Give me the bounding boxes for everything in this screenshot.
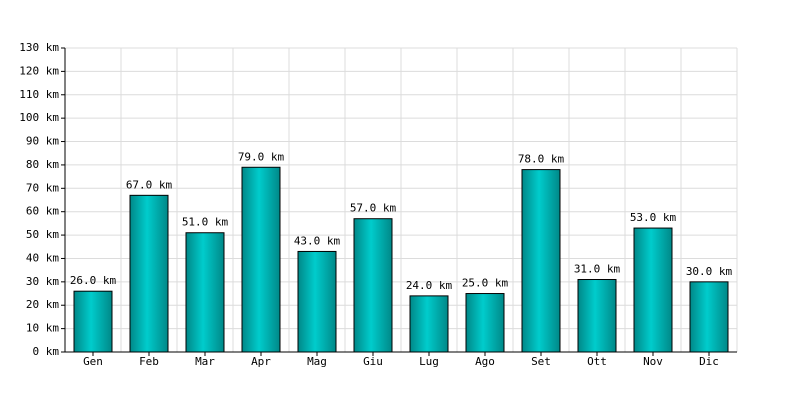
value-label: 26.0 km [70, 274, 117, 287]
y-tick-label: 40 km [26, 251, 59, 264]
y-tick-label: 50 km [26, 228, 59, 241]
x-tick-label: Mag [307, 355, 327, 368]
y-tick-label: 80 km [26, 158, 59, 171]
value-label: 78.0 km [518, 153, 565, 166]
bar [465, 293, 505, 353]
bar [297, 250, 337, 353]
value-label: 31.0 km [574, 263, 621, 276]
x-tick-label: Nov [643, 355, 663, 368]
y-tick-label: 100 km [19, 111, 59, 124]
value-label: 51.0 km [182, 216, 229, 229]
x-tick-label: Mar [195, 355, 215, 368]
y-tick-label: 70 km [26, 181, 59, 194]
x-tick-label: Lug [419, 355, 439, 368]
y-tick-label: 90 km [26, 135, 59, 148]
x-tick-label: Gen [83, 355, 103, 368]
bar [73, 290, 113, 353]
value-label: 30.0 km [686, 265, 733, 278]
bar [185, 232, 225, 353]
value-label: 25.0 km [462, 277, 509, 290]
value-label: 79.0 km [238, 150, 285, 163]
x-tick-label: Feb [139, 355, 159, 368]
y-tick-label: 60 km [26, 205, 59, 218]
x-tick-label: Apr [251, 355, 271, 368]
x-tick-label: Giu [363, 355, 383, 368]
y-tick-label: 120 km [19, 64, 59, 77]
bar [353, 218, 393, 353]
y-tick-label: 10 km [26, 322, 59, 335]
value-label: 24.0 km [406, 279, 453, 292]
y-tick-label: 30 km [26, 275, 59, 288]
x-tick-label: Ott [587, 355, 607, 368]
x-tick-label: Set [531, 355, 551, 368]
x-tick-label: Dic [699, 355, 719, 368]
value-label: 43.0 km [294, 234, 341, 247]
value-label: 67.0 km [126, 178, 173, 191]
x-tick-label: Ago [475, 355, 495, 368]
y-tick-label: 20 km [26, 298, 59, 311]
bar [633, 227, 673, 353]
bar [241, 166, 281, 353]
y-tick-label: 110 km [19, 88, 59, 101]
bar [689, 281, 729, 353]
bar [409, 295, 449, 353]
bar [577, 279, 617, 353]
bar [521, 169, 561, 353]
bar [129, 194, 169, 353]
y-tick-label: 0 km [33, 345, 60, 358]
value-label: 53.0 km [630, 211, 677, 224]
y-tick-label: 130 km [19, 41, 59, 54]
value-label: 57.0 km [350, 202, 397, 215]
